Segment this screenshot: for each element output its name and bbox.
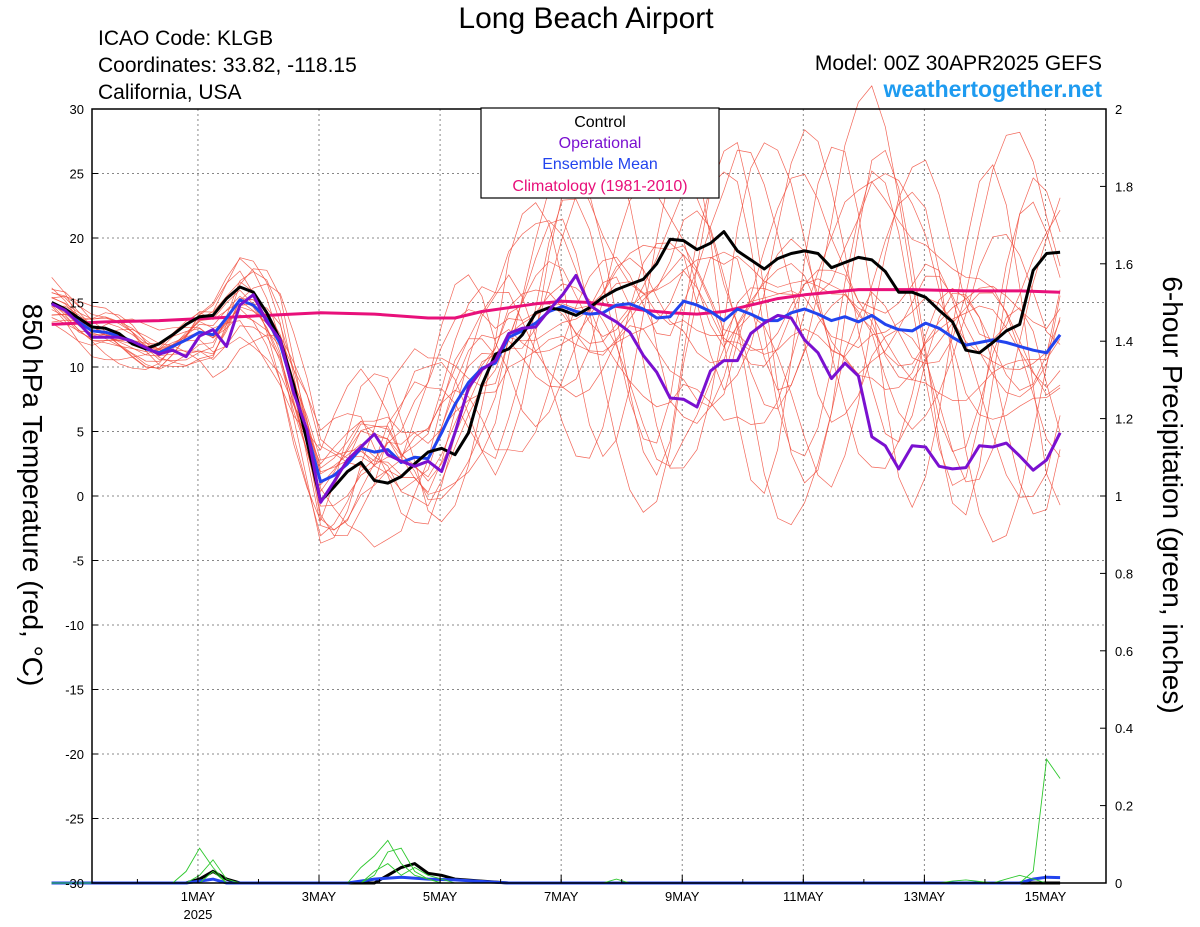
right-tick-label: 0 (1115, 876, 1122, 891)
left-axis-label: 850 hPa Temperature (red, °C) (17, 303, 48, 687)
x-tick-label: 9MAY (665, 889, 700, 904)
icao-code: ICAO Code: KLGB (98, 27, 274, 50)
right-tick-label: 0.2 (1115, 799, 1133, 814)
left-tick-label: 10 (70, 360, 84, 375)
legend-box (480, 107, 720, 199)
right-tick-label: 1.6 (1115, 257, 1133, 272)
legend-ensemble-mean: Ensemble Mean (542, 156, 658, 173)
right-tick-label: 1.8 (1115, 179, 1133, 194)
right-tick-label: 2 (1115, 102, 1122, 117)
ensemble-member-line (51, 173, 1061, 498)
left-tick-label: 25 (70, 167, 84, 182)
precip-line-ensemble-mean (51, 875, 1061, 885)
ensemble-member-line (51, 190, 1061, 502)
chart-title: Long Beach Airport (458, 2, 714, 35)
temperature-series (51, 230, 1062, 504)
x-tick-label: 1MAY (181, 889, 216, 904)
x-tick-label: 13MAY (904, 889, 946, 904)
coordinates: Coordinates: 33.82, -118.15 (98, 54, 357, 77)
right-tick-label: 1 (1115, 489, 1122, 504)
ensemble-member-line (51, 132, 1061, 523)
x-tick-year: 2025 (183, 907, 212, 922)
ensemble-member-line (51, 281, 1061, 476)
grid-lines (92, 109, 1106, 883)
x-tick-label: 3MAY (302, 889, 337, 904)
ensemble-member-line (51, 244, 1061, 507)
region: California, USA (98, 81, 242, 104)
right-tick-label: 0.8 (1115, 566, 1133, 581)
right-axis-ticks: 2 1.8 1.6 1.4 1.2 1 0.8 0.6 0.4 0.2 0 (1100, 102, 1133, 891)
left-tick-label: 5 (77, 425, 84, 440)
x-tick-label: 11MAY (783, 889, 824, 904)
left-tick-label: 20 (70, 231, 84, 246)
precip-line-member (51, 757, 1061, 884)
legend: Control Operational Ensemble Mean Climat… (480, 107, 720, 199)
ensemble-member-line (51, 181, 1061, 537)
x-tick-label: 7MAY (544, 889, 579, 904)
series-line-operational (51, 273, 1062, 504)
left-tick-label: 0 (77, 489, 84, 504)
left-tick-label: -25 (65, 812, 84, 827)
right-tick-label: 1.4 (1115, 334, 1133, 349)
left-tick-label: 15 (70, 296, 84, 311)
left-axis-ticks: 30 25 20 15 10 5 0 -5 -10 -15 -20 -25 -30 (65, 102, 98, 891)
left-tick-label: -5 (72, 554, 84, 569)
site-link[interactable]: weathertogether.net (883, 76, 1102, 102)
ensemble-member-line (51, 142, 1061, 536)
precipitation-series (51, 757, 1061, 885)
x-tick-label: 5MAY (423, 889, 458, 904)
series-line-ensemble-mean (51, 298, 1062, 484)
right-tick-label: 0.6 (1115, 644, 1133, 659)
x-axis-ticks: 1MAY 2025 3MAY 5MAY 7MAY 9MAY 11MAY 13MAY 15MAY (136, 875, 1107, 922)
ensemble-member-line (51, 142, 1061, 543)
right-tick-label: 0.4 (1115, 721, 1133, 736)
left-tick-label: -10 (65, 618, 84, 633)
precip-line-member (51, 847, 1047, 884)
left-tick-label: -30 (65, 876, 84, 891)
right-tick-label: 1.2 (1115, 412, 1133, 427)
precip-line-member (51, 863, 1061, 884)
ensemble-member-line (51, 173, 1061, 507)
legend-climatology: Climatology (1981-2010) (512, 178, 687, 195)
ensemble-member-line (51, 150, 1061, 548)
left-tick-label: -15 (65, 683, 84, 698)
left-tick-label: 30 (70, 102, 84, 117)
x-tick-label: 15MAY (1025, 889, 1067, 904)
right-axis-label: 6-hour Precipitation (green, inches) (1157, 276, 1188, 714)
legend-operational: Operational (559, 135, 642, 152)
series-line-climatology-1981-2010- (51, 288, 1061, 326)
left-tick-label: -20 (65, 747, 84, 762)
ensemble-member-line (51, 85, 1061, 544)
series-line-control (51, 230, 1061, 503)
model-run: Model: 00Z 30APR2025 GEFS (814, 52, 1102, 75)
ensemble-member-line (51, 257, 1061, 491)
legend-control: Control (574, 114, 626, 131)
